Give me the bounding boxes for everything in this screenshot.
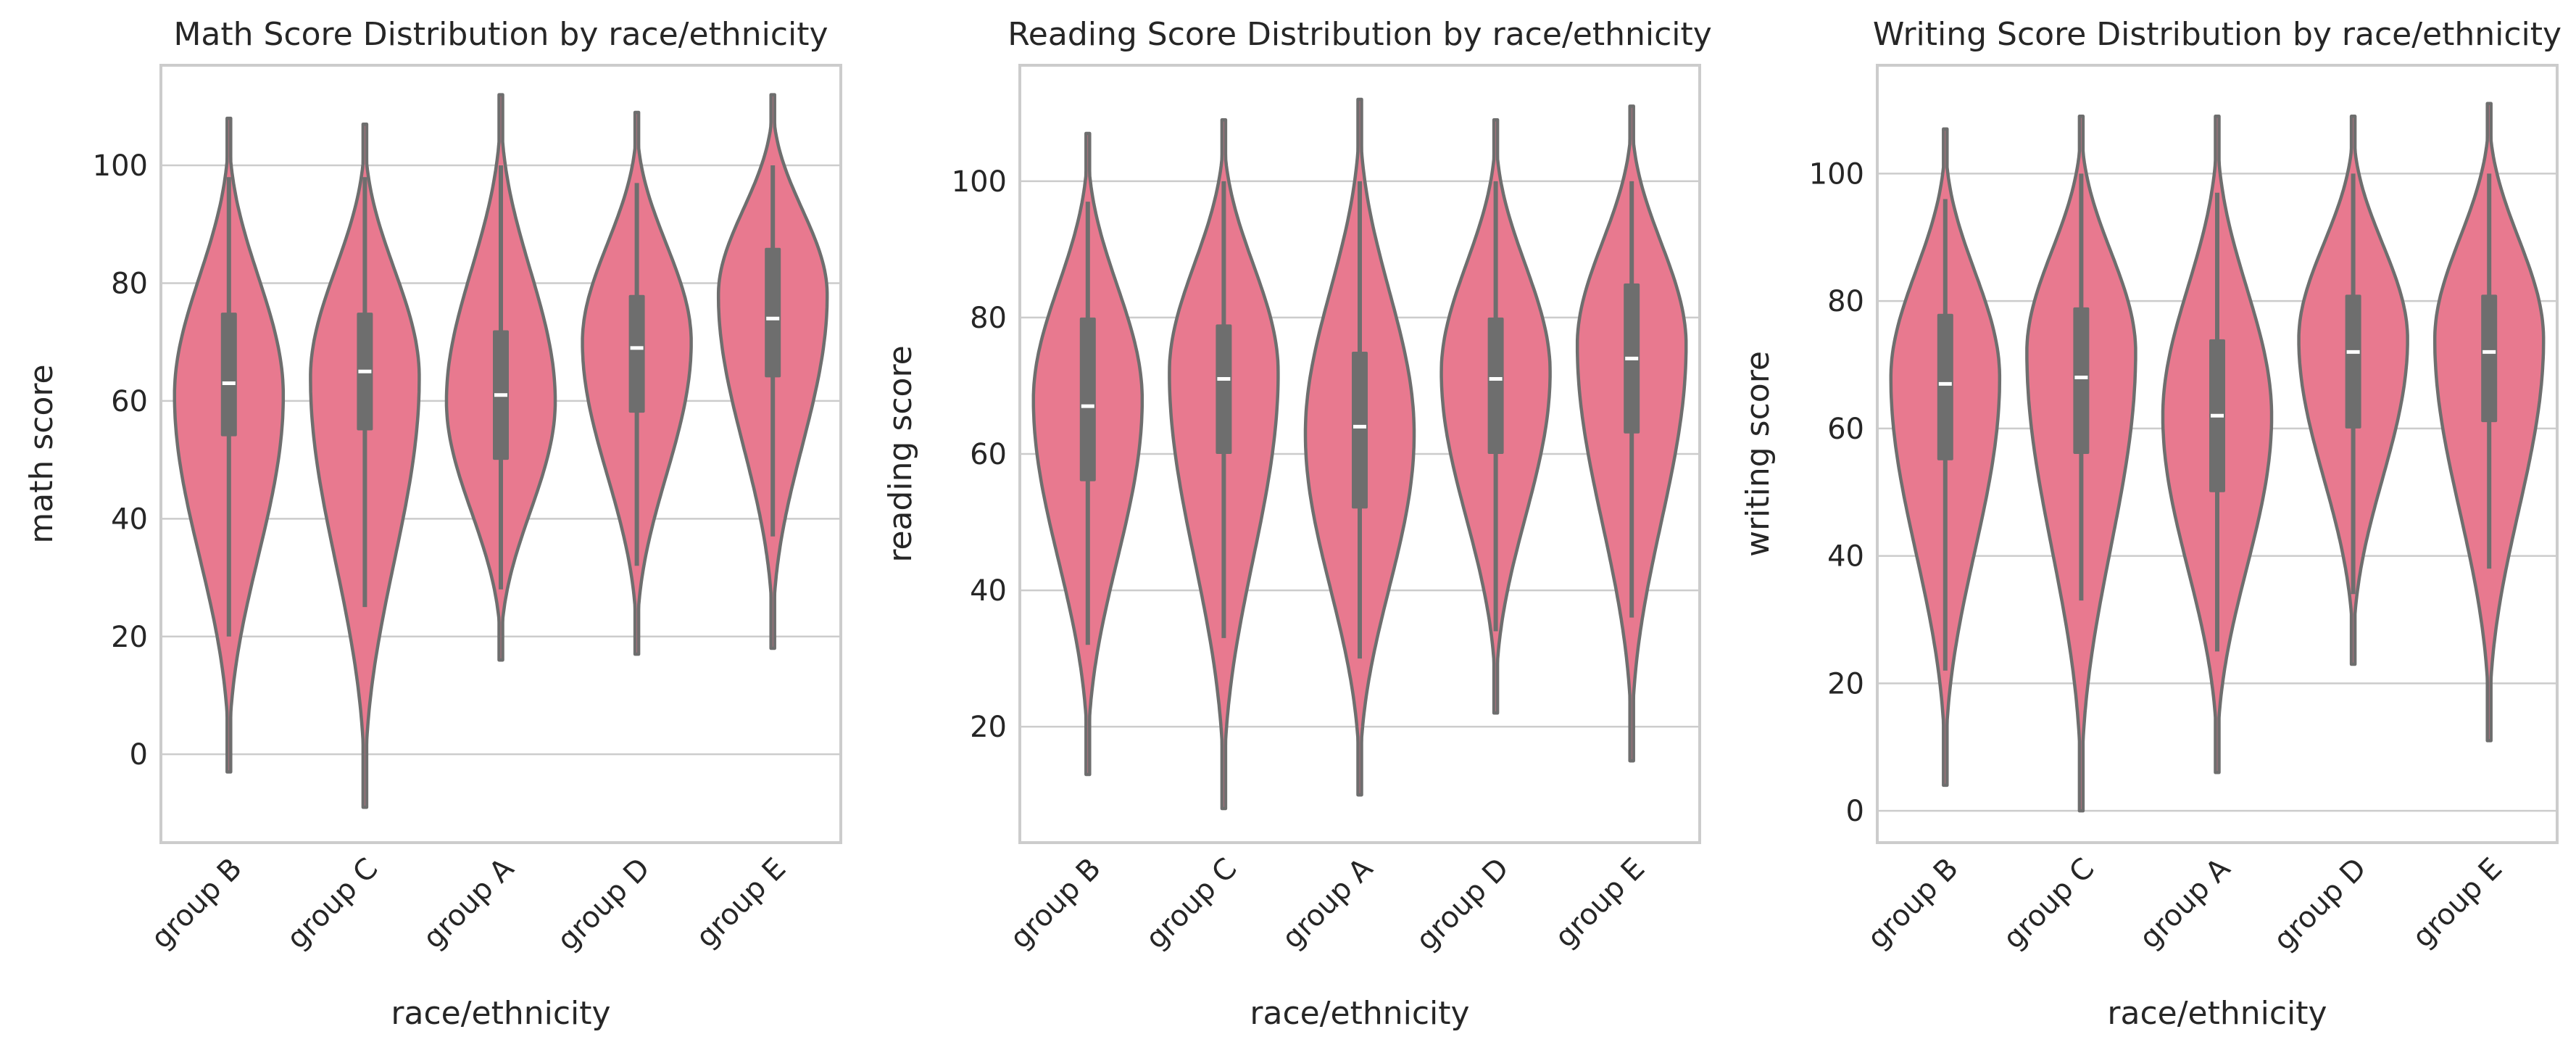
x-axis-label: race/ethnicity: [1250, 995, 1469, 1032]
panel-1: 0 20 40 60 80 100 group B group C group A group D…: [23, 16, 842, 1032]
axes-frame: [1018, 64, 1701, 844]
y-tick-label: 80: [1827, 285, 1864, 318]
y-axis-label: math score: [23, 364, 60, 543]
y-tick-label: 100: [952, 165, 1007, 199]
y-tick-label: 100: [1809, 157, 1864, 191]
iqr-box: [1937, 313, 1953, 460]
iqr-box: [2481, 294, 2498, 423]
y-tick-label: 0: [1846, 795, 1864, 828]
iqr-box: [1352, 351, 1368, 509]
x-tick-label: group E: [690, 852, 793, 955]
x-tick-label: group D: [551, 852, 656, 957]
panel-2: 20 40 60 80 100 group B group C group A group D g…: [882, 16, 1712, 1032]
y-tick-label: 0: [130, 738, 148, 772]
y-tick-label: 20: [970, 711, 1007, 744]
y-tick-label: 20: [1827, 667, 1864, 700]
x-tick-label: group A: [2133, 851, 2237, 955]
y-tick-label: 60: [111, 385, 148, 418]
iqr-box: [220, 313, 237, 437]
y-axis-label: writing score: [1740, 351, 1777, 557]
y-tick-label: 40: [970, 574, 1007, 608]
y-tick-label: 40: [1827, 540, 1864, 574]
chart-title: Writing Score Distribution by race/ethni…: [1873, 16, 2562, 53]
y-tick-label: 20: [111, 621, 148, 654]
y-tick-label: 60: [1827, 413, 1864, 446]
x-tick-label: group A: [417, 851, 520, 955]
iqr-box: [1079, 317, 1096, 482]
x-tick-label: group C: [281, 852, 384, 956]
iqr-box: [2345, 294, 2361, 429]
x-tick-label: group D: [1410, 852, 1515, 957]
x-tick-label: group C: [1139, 852, 1243, 956]
iqr-box: [1216, 324, 1232, 454]
axes-frame: [1876, 64, 2559, 844]
chart-title: Reading Score Distribution by race/ethni…: [1007, 16, 1712, 53]
y-tick-label: 40: [111, 503, 148, 536]
iqr-box: [765, 247, 781, 378]
panel-3: 0 20 40 60 80 100 group B group C group A group D…: [1740, 16, 2562, 1032]
y-axis-label: reading score: [882, 345, 919, 562]
x-tick-label: group D: [2267, 852, 2372, 957]
x-tick-label: group A: [1276, 851, 1379, 955]
iqr-box: [1487, 317, 1504, 454]
x-tick-label: group C: [1997, 852, 2101, 956]
x-tick-label: group B: [145, 852, 249, 956]
x-tick-label: group B: [1861, 852, 1965, 956]
y-tick-label: 100: [93, 149, 148, 183]
chart-title: Math Score Distribution by race/ethnicit…: [173, 16, 828, 53]
iqr-box: [628, 294, 645, 413]
x-tick-label: group E: [1549, 852, 1652, 955]
iqr-box: [2073, 307, 2090, 454]
x-axis-label: race/ethnicity: [2107, 995, 2327, 1032]
x-axis-label: race/ethnicity: [391, 995, 610, 1032]
axes-frame: [159, 64, 842, 844]
y-tick-label: 60: [970, 438, 1007, 471]
y-tick-label: 80: [970, 302, 1007, 335]
x-tick-label: group E: [2406, 852, 2509, 955]
y-tick-label: 80: [111, 267, 148, 300]
x-tick-label: group B: [1004, 852, 1108, 956]
